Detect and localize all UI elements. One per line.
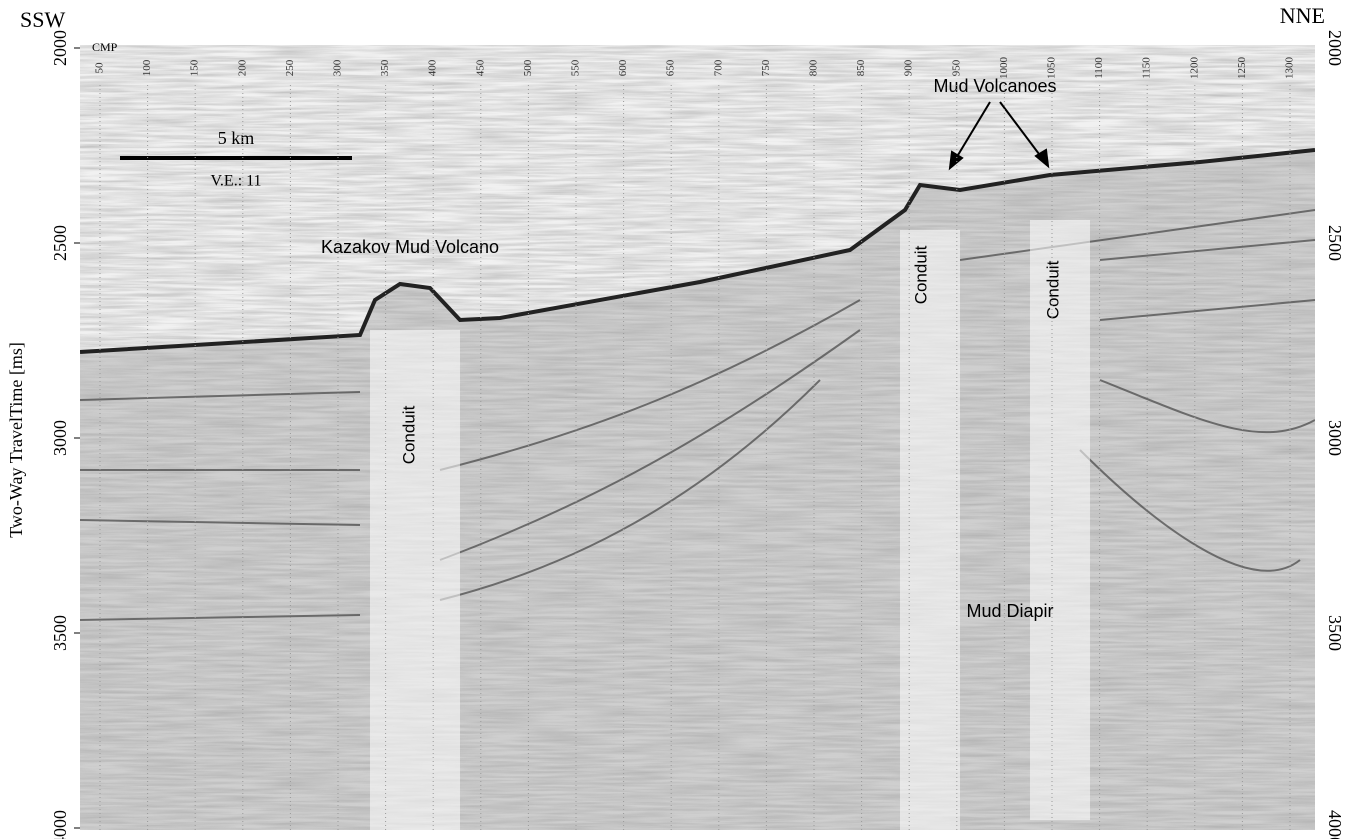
y-tick-label-right: 2000 xyxy=(1325,30,1345,66)
cmp-tick-label: 1150 xyxy=(1141,57,1153,79)
annotation: Conduit xyxy=(1043,260,1062,319)
cmp-tick-label: 1000 xyxy=(998,57,1010,80)
cmp-tick-label: 350 xyxy=(379,59,391,76)
direction-right: NNE xyxy=(1280,3,1325,28)
cmp-tick-label: 1100 xyxy=(1093,57,1105,79)
cmp-tick-label: 50 xyxy=(94,62,106,74)
cmp-tick-label: 300 xyxy=(332,59,344,76)
cmp-tick-label: 600 xyxy=(617,59,629,76)
cmp-tick-label: 1250 xyxy=(1236,57,1248,80)
seismic-body xyxy=(80,45,1315,830)
cmp-tick-label: 100 xyxy=(141,59,153,76)
direction-left: SSW xyxy=(20,7,65,32)
cmp-label: CMP xyxy=(92,40,118,54)
cmp-tick-label: 1050 xyxy=(1046,57,1058,80)
cmp-tick-label: 900 xyxy=(903,59,915,76)
cmp-tick-label: 150 xyxy=(189,59,201,76)
cmp-tick-label: 1300 xyxy=(1284,57,1296,80)
annotation: Conduit xyxy=(399,405,418,464)
cmp-tick-label: 950 xyxy=(950,59,962,76)
page: SSW NNE Two-Way TravelTime [ms] CMP 5 km… xyxy=(0,0,1351,839)
y-tick-label-right: 4000 xyxy=(1325,810,1345,839)
y-tick-label: 2500 xyxy=(50,225,70,261)
seismic-figure: SSW NNE Two-Way TravelTime [ms] CMP 5 km… xyxy=(0,0,1351,839)
cmp-tick-label: 700 xyxy=(712,59,724,76)
cmp-tick-label: 450 xyxy=(474,59,486,76)
cmp-tick-label: 250 xyxy=(284,59,296,76)
cmp-tick-label: 850 xyxy=(855,59,867,76)
cmp-tick-label: 200 xyxy=(236,59,248,76)
annotation: Mud Diapir xyxy=(966,601,1053,621)
y-tick-label: 3000 xyxy=(50,420,70,456)
annotation: Conduit xyxy=(911,245,930,304)
cmp-tick-label: 750 xyxy=(760,59,772,76)
cmp-tick-label: 400 xyxy=(427,59,439,76)
y-tick-label: 2000 xyxy=(50,30,70,66)
cmp-tick-label: 550 xyxy=(570,59,582,76)
cmp-tick-label: 500 xyxy=(522,59,534,76)
scale-length: 5 km xyxy=(218,128,255,148)
y-tick-label: 4000 xyxy=(50,810,70,839)
cmp-tick-label: 1200 xyxy=(1188,57,1200,80)
y-tick-label-right: 3500 xyxy=(1325,615,1345,651)
annotation: Kazakov Mud Volcano xyxy=(321,237,499,257)
y-tick-label-right: 3000 xyxy=(1325,420,1345,456)
y-axis-title: Two-Way TravelTime [ms] xyxy=(6,342,26,538)
cmp-tick-label: 650 xyxy=(665,59,677,76)
vertical-exaggeration: V.E.: 11 xyxy=(210,173,261,190)
y-tick-label-right: 2500 xyxy=(1325,225,1345,261)
cmp-tick-label: 800 xyxy=(808,59,820,76)
y-tick-label: 3500 xyxy=(50,615,70,651)
annotation: Mud Volcanoes xyxy=(933,76,1056,96)
